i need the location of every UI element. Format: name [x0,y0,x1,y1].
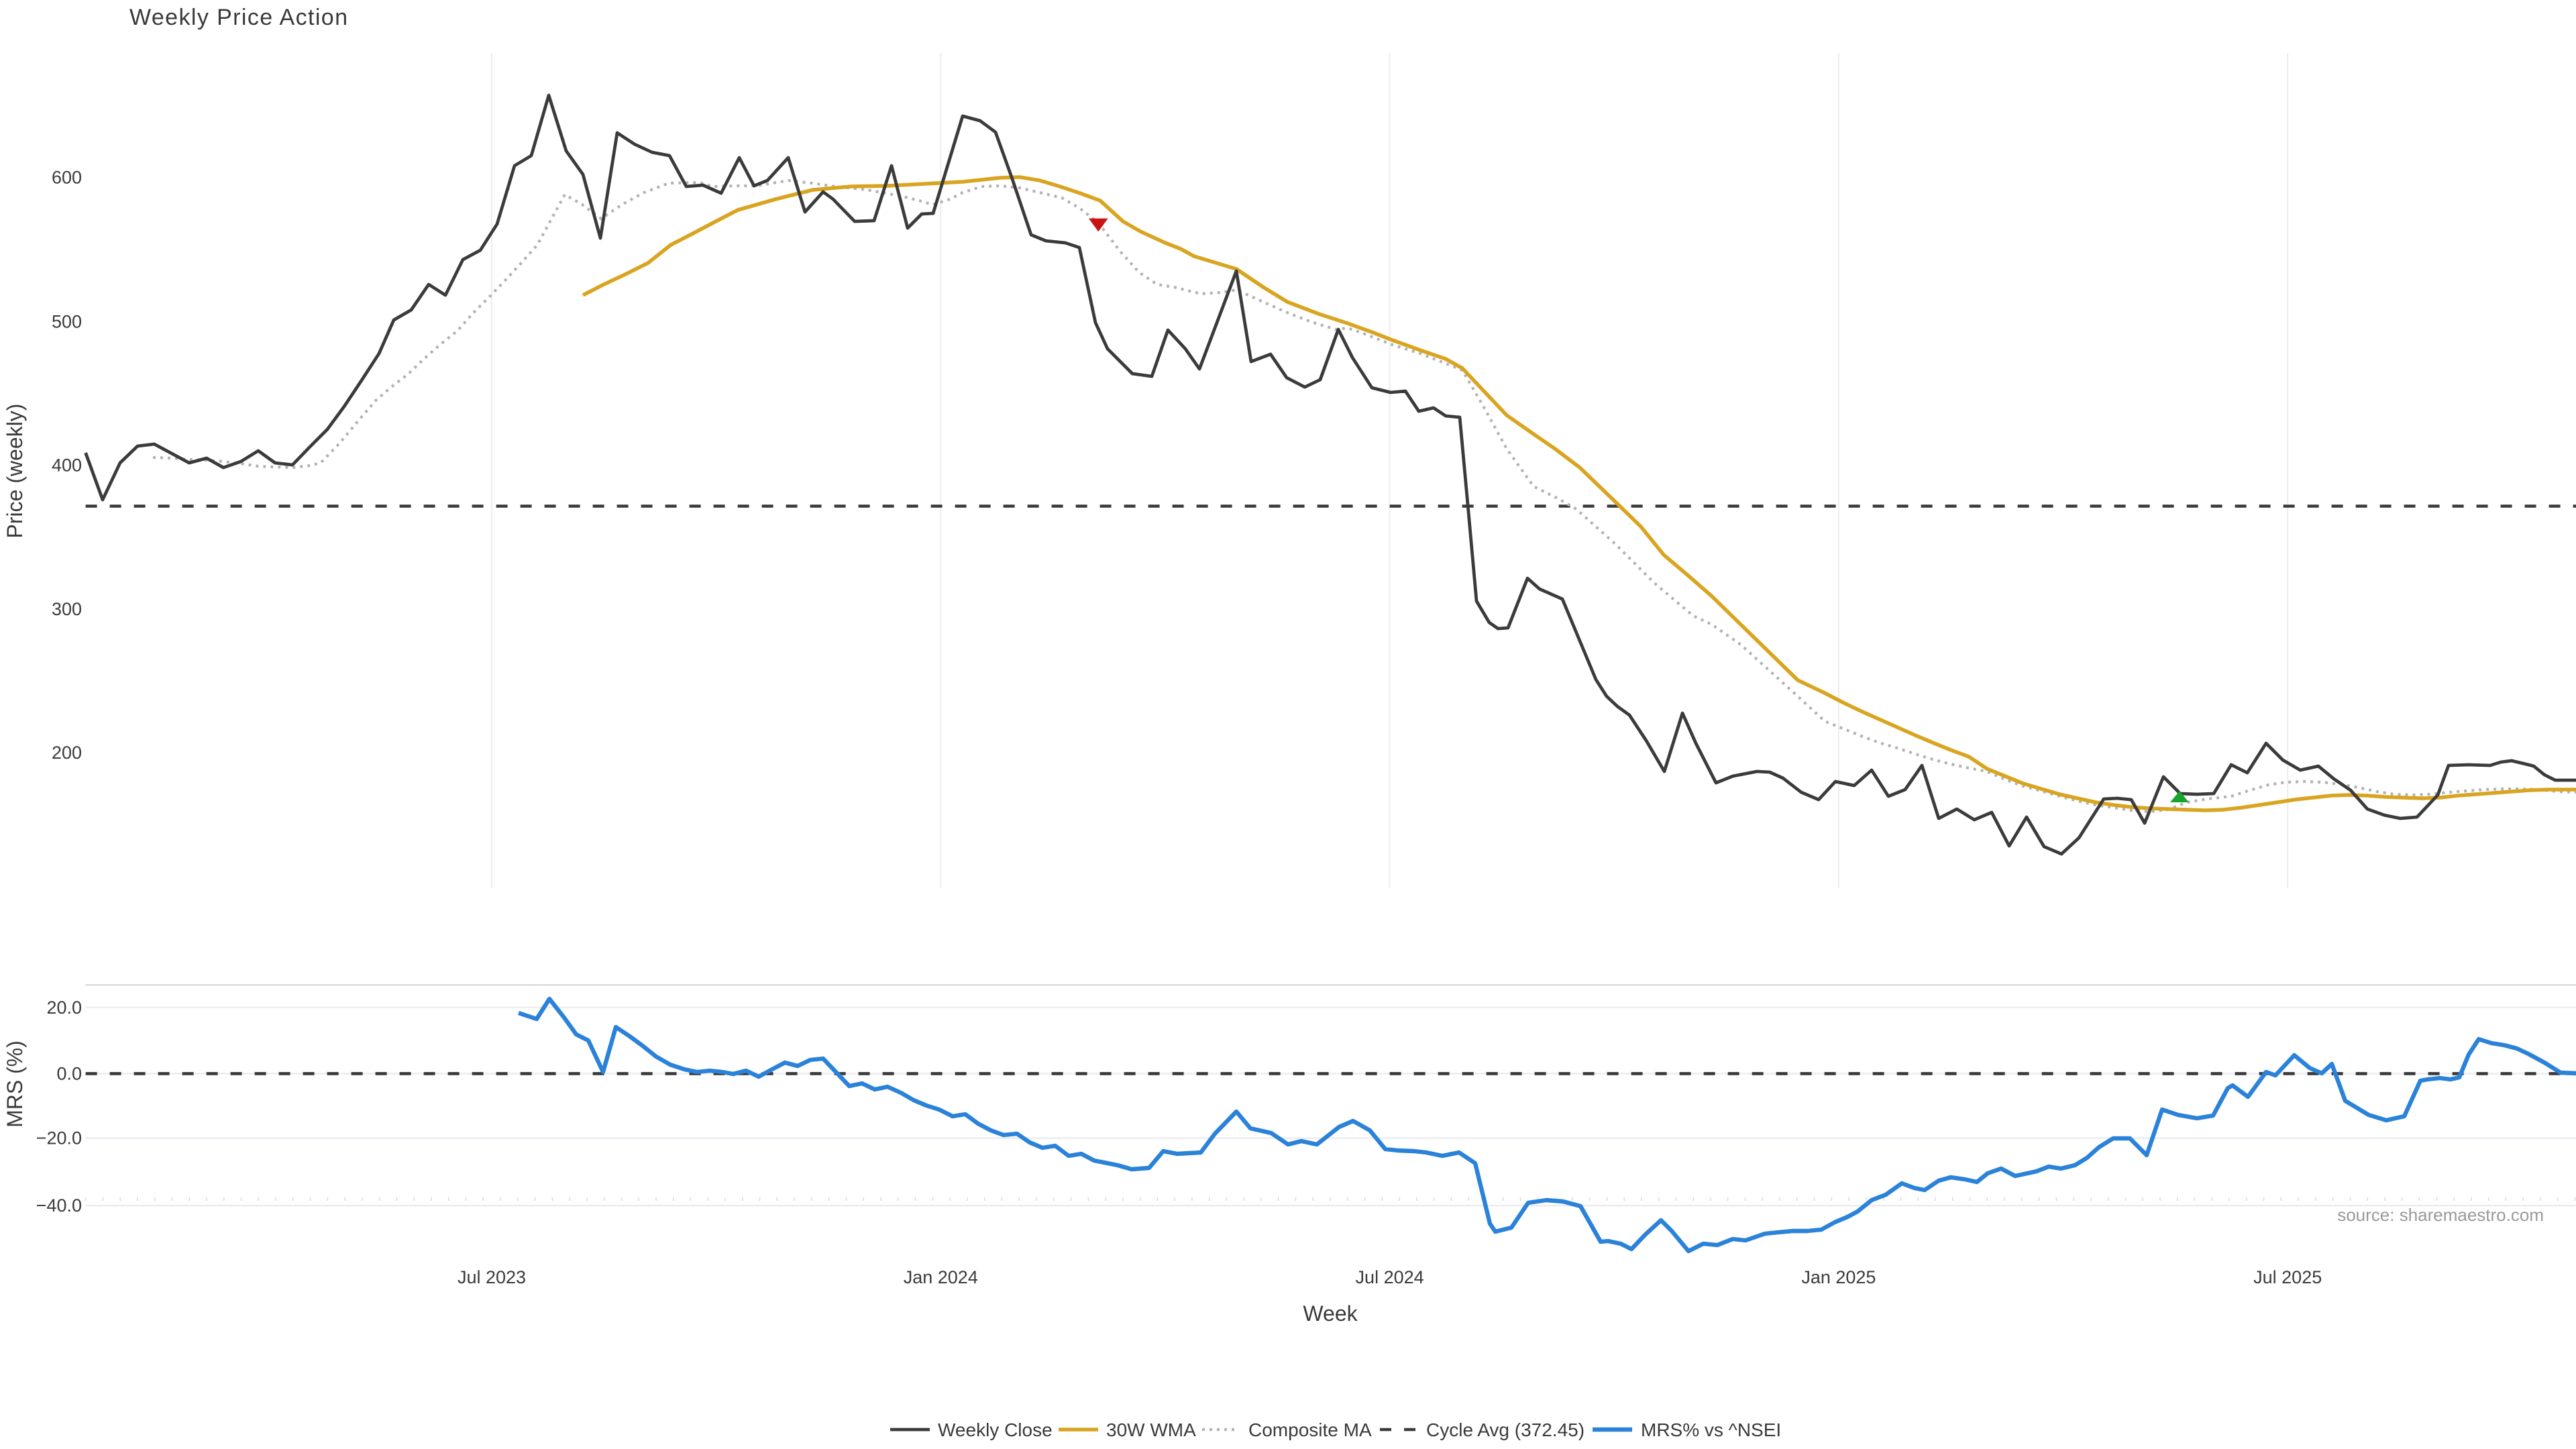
svg-text:Jul 2023: Jul 2023 [458,1267,526,1287]
svg-text:Week: Week [1303,1301,1358,1326]
svg-text:200: 200 [52,743,82,763]
svg-text:Weekly Price Action: Weekly Price Action [129,5,348,30]
svg-text:300: 300 [52,599,82,619]
svg-text:Price (weekly): Price (weekly) [3,404,27,539]
svg-text:500: 500 [52,311,82,331]
svg-text:Jul 2025: Jul 2025 [2253,1267,2322,1287]
svg-text:400: 400 [52,455,82,476]
svg-text:−40.0: −40.0 [36,1195,82,1216]
svg-text:MRS% vs ^NSEI: MRS% vs ^NSEI [1641,1419,1781,1440]
svg-text:30W WMA: 30W WMA [1106,1419,1196,1440]
svg-text:Jul 2024: Jul 2024 [1356,1267,1424,1287]
svg-text:Jan 2025: Jan 2025 [1801,1267,1876,1287]
svg-text:Cycle Avg (372.45): Cycle Avg (372.45) [1426,1419,1585,1440]
svg-text:MRS (%): MRS (%) [3,1040,27,1128]
svg-text:Jan 2024: Jan 2024 [904,1267,978,1287]
svg-text:Composite MA: Composite MA [1248,1419,1372,1440]
svg-text:20.0: 20.0 [46,998,82,1018]
svg-text:0.0: 0.0 [56,1063,82,1083]
svg-text:source: sharemaestro.com: source: sharemaestro.com [2337,1205,2544,1225]
svg-text:−20.0: −20.0 [36,1128,82,1148]
svg-text:Weekly Close: Weekly Close [938,1419,1053,1440]
svg-text:600: 600 [52,168,82,188]
